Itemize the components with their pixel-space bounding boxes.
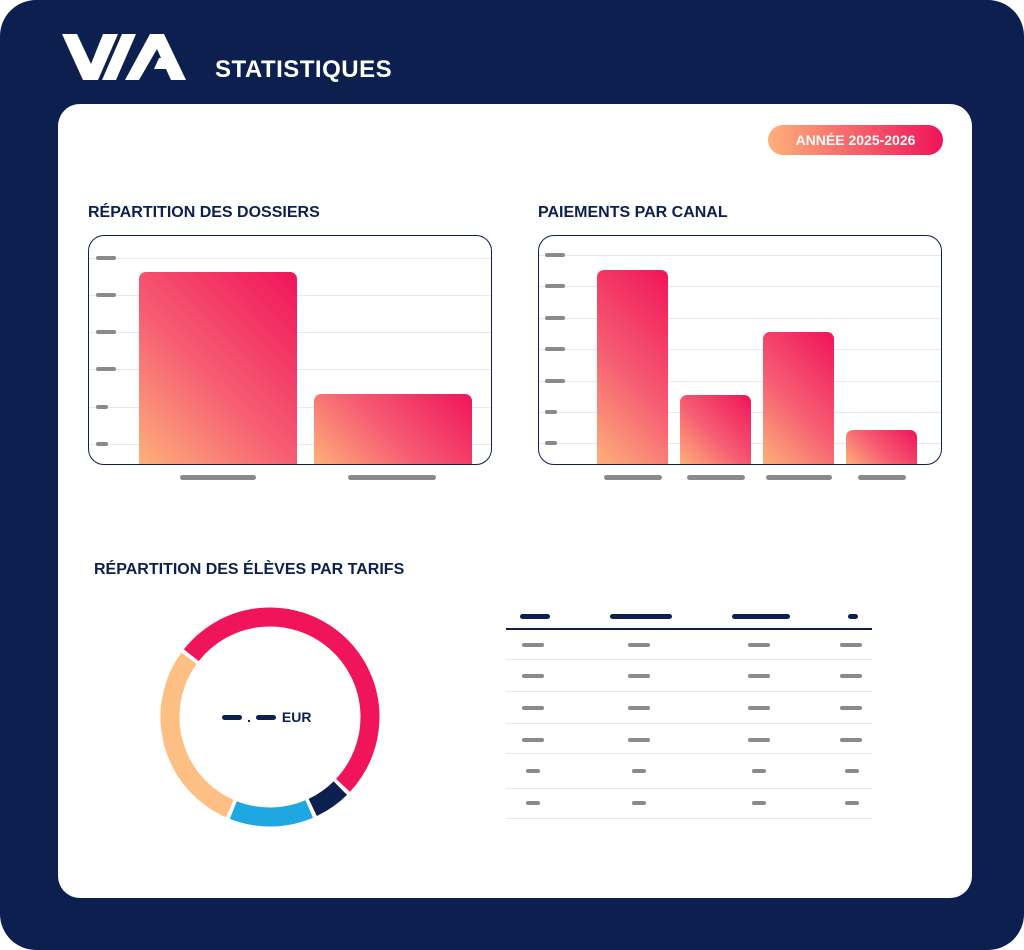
x-tick-label-placeholder: [687, 475, 745, 480]
y-tick-placeholder: [96, 256, 116, 260]
section-title-dossiers: RÉPARTITION DES DOSSIERS: [88, 204, 320, 221]
table-cell-placeholder: [628, 706, 650, 710]
table-cell-placeholder: [752, 769, 766, 773]
bar: [139, 271, 297, 464]
y-tick-placeholder: [96, 330, 116, 334]
year-badge[interactable]: ANNÉE 2025-2026: [768, 125, 943, 155]
currency-label: EUR: [281, 709, 312, 725]
gridline: [539, 381, 941, 382]
table-cell-placeholder: [522, 738, 544, 742]
table-cell-placeholder: [840, 643, 862, 647]
table-cell-placeholder: [840, 738, 862, 742]
table-cell-placeholder: [748, 706, 770, 710]
y-tick-placeholder: [545, 347, 565, 351]
table-cell-placeholder: [628, 643, 650, 647]
y-tick-placeholder: [545, 253, 565, 257]
dossiers-bar-chart: [88, 235, 492, 465]
x-tick-label-placeholder: [858, 475, 906, 480]
table-row-divider: [506, 691, 872, 692]
table-header-placeholder: [848, 614, 858, 619]
table-header-placeholder: [610, 614, 672, 619]
table-cell-placeholder: [748, 738, 770, 742]
amount-placeholder: [222, 714, 242, 720]
bar: [763, 332, 834, 464]
donut-slice: [183, 607, 380, 792]
donut-slice: [160, 652, 234, 818]
via-logo: [62, 34, 186, 80]
table-cell-placeholder: [628, 674, 650, 678]
gridline: [539, 318, 941, 319]
table-cell-placeholder: [748, 674, 770, 678]
dashboard-card: [58, 104, 972, 898]
amount-placeholder: [255, 714, 276, 720]
donut-center-label: . EUR: [222, 709, 311, 725]
table-cell-placeholder: [522, 674, 544, 678]
bar: [597, 269, 668, 464]
table-cell-placeholder: [748, 643, 770, 647]
table-cell-placeholder: [840, 674, 862, 678]
table-header-placeholder: [520, 614, 550, 619]
y-tick-placeholder: [96, 367, 116, 371]
y-tick-placeholder: [96, 405, 108, 409]
y-tick-placeholder: [545, 410, 557, 414]
table-cell-placeholder: [752, 801, 766, 805]
table-row-divider: [506, 753, 872, 754]
table-row-divider: [506, 818, 872, 819]
gridline: [539, 255, 941, 256]
y-tick-placeholder: [96, 293, 116, 297]
table-cell-placeholder: [522, 643, 544, 647]
donut-slice: [308, 781, 348, 816]
table-row-divider: [506, 723, 872, 724]
bar: [314, 393, 472, 464]
table-header-divider: [506, 628, 872, 630]
x-tick-label-placeholder: [348, 475, 436, 480]
tarifs-donut-chart: [160, 607, 380, 827]
table-cell-placeholder: [840, 706, 862, 710]
section-title-eleves: RÉPARTITION DES ÉLÈVES PAR TARIFS: [94, 561, 405, 578]
y-tick-placeholder: [545, 379, 565, 383]
section-title-paiements: PAIEMENTS PAR CANAL: [538, 204, 728, 221]
table-cell-placeholder: [632, 801, 646, 805]
table-cell-placeholder: [526, 769, 540, 773]
x-tick-label-placeholder: [604, 475, 662, 480]
y-tick-placeholder: [545, 316, 565, 320]
y-tick-placeholder: [545, 284, 565, 288]
paiements-bar-chart: [538, 235, 942, 465]
donut-slice: [229, 800, 313, 827]
bar: [680, 395, 751, 464]
y-tick-placeholder: [545, 441, 557, 445]
gridline: [539, 349, 941, 350]
table-row-divider: [506, 659, 872, 660]
gridline: [539, 286, 941, 287]
gridline: [89, 258, 491, 259]
table-row-divider: [506, 788, 872, 789]
table-cell-placeholder: [522, 706, 544, 710]
table-cell-placeholder: [632, 769, 646, 773]
bar: [846, 429, 917, 464]
table-header-placeholder: [732, 614, 790, 619]
table-cell-placeholder: [526, 801, 540, 805]
page-title: STATISTIQUES: [215, 56, 393, 83]
decimal-separator: .: [247, 709, 251, 725]
table-cell-placeholder: [628, 738, 650, 742]
x-tick-label-placeholder: [766, 475, 832, 480]
table-cell-placeholder: [845, 801, 859, 805]
x-tick-label-placeholder: [180, 475, 256, 480]
table-cell-placeholder: [845, 769, 859, 773]
y-tick-placeholder: [96, 442, 108, 446]
